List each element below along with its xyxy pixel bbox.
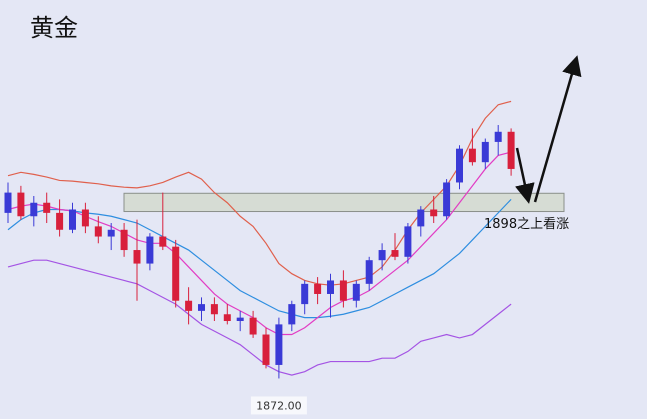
candle-body (56, 212, 64, 230)
candle-body (81, 209, 89, 227)
candle-body (365, 260, 373, 284)
candle-body (43, 202, 51, 213)
candle-body (107, 229, 115, 237)
resistance-zone (123, 192, 565, 213)
candle-body (430, 209, 438, 217)
candle-body (443, 182, 451, 217)
candle-body (391, 250, 399, 257)
candle-body (327, 280, 334, 294)
candle-body (223, 314, 231, 322)
chart-title: 黄金 (30, 14, 78, 42)
candle-body (352, 283, 360, 301)
candle-body (378, 250, 386, 261)
candle-body (159, 236, 167, 247)
candle-body (314, 283, 322, 294)
candle-body (404, 226, 412, 257)
low-label: 1872.00 (256, 399, 302, 412)
annotation: 1898之上看涨 (484, 216, 569, 232)
candle-body (339, 280, 347, 301)
candle-body (146, 236, 154, 264)
indicator-line (7, 100, 512, 286)
candle-body (507, 131, 515, 169)
candle-body (133, 250, 141, 264)
candle-body (4, 192, 12, 213)
candle-body (69, 209, 76, 230)
candle-body (185, 300, 193, 311)
candle-body (494, 131, 502, 142)
candle-body (210, 304, 218, 315)
candle-body (30, 202, 38, 217)
candle-body (456, 148, 463, 183)
candle-body (120, 229, 128, 251)
low-label-box (250, 396, 307, 415)
candle-body (236, 317, 244, 322)
candle-body (94, 226, 102, 237)
indicator-line (7, 151, 512, 336)
candle-body (172, 246, 180, 301)
indicator-line (7, 259, 512, 376)
candle-body (468, 148, 476, 163)
down-arrow (515, 147, 535, 204)
candle-body (301, 283, 309, 305)
indicator-line (7, 198, 512, 319)
candle-body (17, 192, 25, 217)
candle-body (275, 324, 283, 365)
zone-layer (123, 192, 565, 213)
candle-body (198, 304, 205, 311)
up-arrow (533, 55, 582, 203)
candle-layer (4, 125, 515, 379)
candle-body (249, 317, 257, 335)
candle-body (417, 209, 425, 227)
candle-body (262, 334, 270, 365)
candle-body (481, 141, 489, 163)
candle-body (288, 304, 296, 325)
line-layer (7, 100, 512, 376)
